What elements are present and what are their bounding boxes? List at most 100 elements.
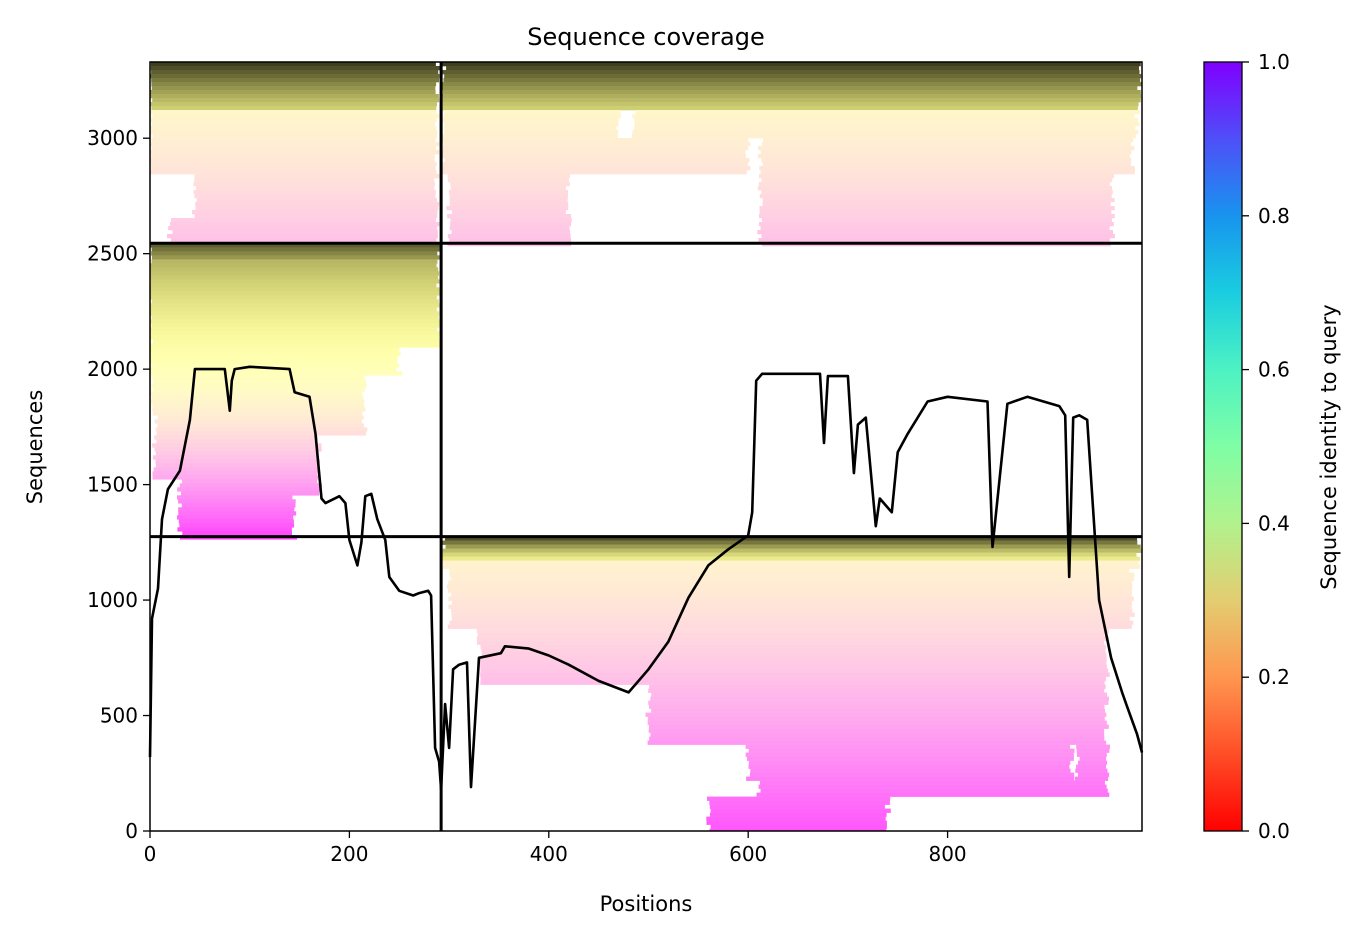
coverage-row-segment [761, 190, 1113, 195]
coverage-row-segment [443, 78, 1141, 83]
coverage-row-segment [150, 283, 437, 288]
coverage-row-segment [648, 724, 1109, 729]
coverage-row-segment [150, 295, 437, 300]
coverage-row-segment [451, 612, 1135, 617]
coverage-row-segment [150, 347, 400, 352]
coverage-row-segment [748, 760, 1071, 765]
coverage-row-segment [444, 158, 750, 163]
coverage-row-segment [480, 680, 1105, 685]
coverage-row-segment [1076, 744, 1110, 749]
coverage-row-segment [156, 439, 317, 444]
coverage-row-segment [152, 339, 441, 344]
coverage-row-segment [635, 110, 1140, 115]
coverage-row-segment [758, 146, 1135, 151]
coverage-row-segment [449, 620, 1134, 625]
y-tick-label: 1500 [87, 473, 138, 497]
coverage-row-segment [154, 419, 362, 424]
coverage-row-segment [632, 134, 1136, 139]
coverage-row-segment [756, 792, 1110, 797]
coverage-row-segment [150, 130, 438, 135]
coverage-row-segment [155, 427, 368, 432]
coverage-row-segment [193, 182, 435, 187]
coverage-row-segment [1078, 760, 1108, 765]
x-tick-label: 0 [144, 842, 157, 866]
coverage-row-segment [649, 704, 1105, 709]
coverage-row-segment [758, 784, 1107, 789]
coverage-row-segment [194, 194, 436, 199]
coverage-row-segment [151, 154, 435, 159]
coverage-row-segment [747, 756, 1074, 761]
coverage-row-segment [760, 170, 1135, 175]
coverage-row-segment [151, 122, 436, 127]
coverage-row-segment [195, 202, 440, 207]
x-tick-label: 400 [530, 842, 568, 866]
coverage-row-segment [449, 568, 1130, 573]
coverage-row-segment [477, 632, 1105, 637]
coverage-row-segment [150, 343, 441, 348]
coverage-row-segment [441, 70, 1140, 75]
coverage-row-segment [706, 820, 887, 825]
coverage-row-segment [748, 748, 1075, 753]
coverage-row-segment [451, 616, 1130, 621]
coverage-row-segment [150, 110, 437, 115]
coverage-row-segment [151, 331, 442, 336]
coverage-row-segment [150, 74, 440, 79]
coverage-row-segment [150, 263, 437, 268]
coverage-row-segment [153, 467, 318, 472]
coverage-row-segment [178, 507, 295, 512]
coverage-row-segment [476, 628, 1110, 633]
coverage-row-segment [150, 271, 440, 276]
coverage-row-segment [444, 122, 619, 127]
coverage-row-segment [151, 351, 401, 356]
coverage-row-segment [447, 178, 569, 183]
coverage-row-segment [477, 660, 1107, 665]
coverage-row-segment [150, 335, 439, 340]
coverage-row-segment [450, 592, 1132, 597]
colorbar-tick-label: 1.0 [1258, 50, 1290, 74]
y-tick-label: 500 [100, 704, 138, 728]
coverage-row-segment [480, 664, 1107, 669]
coverage-row-segment [150, 327, 438, 332]
coverage-row-segment [150, 287, 441, 292]
coverage-row-segment [444, 130, 619, 135]
coverage-row-segment [709, 800, 890, 805]
coverage-row-segment [443, 564, 1140, 569]
colorbar-label: Sequence identity to query [1317, 304, 1341, 589]
coverage-row-segment [150, 158, 435, 163]
coverage-row-segment [151, 138, 436, 143]
coverage-row-segment [182, 531, 292, 536]
coverage-row-segment [441, 540, 1138, 545]
coverage-row-segment [632, 130, 1139, 135]
coverage-row-segment [167, 234, 438, 239]
colorbar-tick-label: 0.0 [1258, 819, 1290, 843]
coverage-row-segment [179, 483, 322, 488]
colorbar-tick-label: 0.4 [1258, 511, 1290, 535]
heatmap-layer [150, 62, 1142, 831]
coverage-row-segment [448, 190, 568, 195]
coverage-row-segment [155, 459, 320, 464]
coverage-row-segment [448, 588, 1132, 593]
coverage-row-segment [760, 788, 1108, 793]
coverage-row-segment [761, 218, 1112, 223]
colorbar-tick-label: 0.8 [1258, 204, 1290, 228]
coverage-row-segment [150, 275, 439, 280]
coverage-row-segment [170, 238, 437, 243]
coverage-row-segment [441, 138, 749, 143]
coverage-row-segment [152, 403, 365, 408]
coverage-row-segment [441, 62, 1141, 67]
coverage-row-segment [648, 700, 1109, 705]
coverage-row-segment [151, 106, 437, 111]
coverage-row-segment [746, 776, 1075, 781]
coverage-row-segment [441, 170, 747, 175]
coverage-row-segment [157, 423, 364, 428]
coverage-row-segment [151, 162, 437, 167]
coverage-row-segment [150, 355, 398, 360]
coverage-row-segment [650, 732, 1105, 737]
coverage-row-segment [709, 828, 887, 831]
coverage-row-segment [444, 536, 1138, 541]
coverage-row-segment [151, 247, 441, 252]
coverage-line [148, 365, 1144, 791]
y-tick-label: 0 [125, 819, 138, 843]
